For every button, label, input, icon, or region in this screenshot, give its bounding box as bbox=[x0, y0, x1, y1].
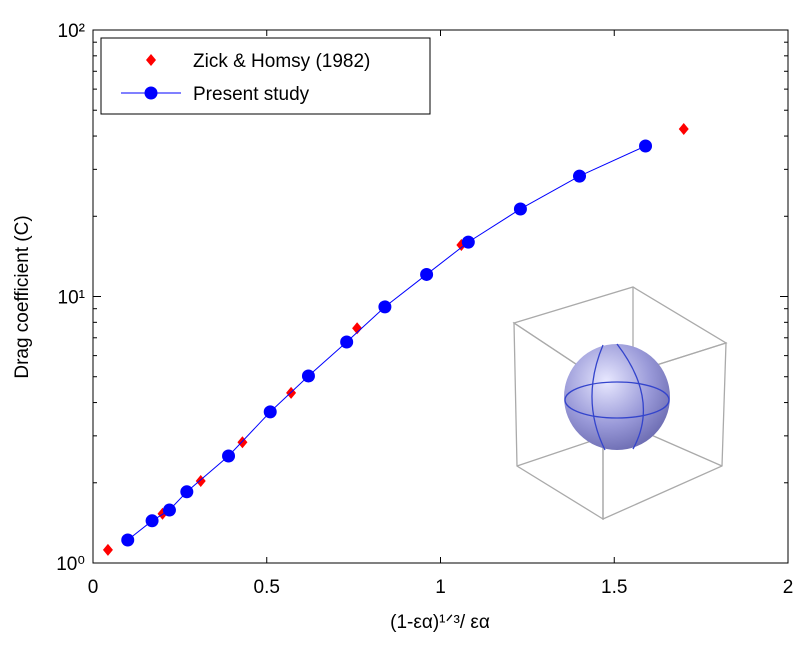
x-axis-label: (1-εα)¹ᐟ³/ εα bbox=[390, 612, 490, 633]
y-axis-label: Drag coefficient (C) bbox=[12, 215, 33, 378]
legend-label: Zick & Homsy (1982) bbox=[193, 51, 370, 72]
x-tick-label: 2 bbox=[783, 577, 794, 598]
data-point bbox=[263, 405, 277, 419]
data-point bbox=[352, 322, 363, 335]
data-point bbox=[513, 202, 527, 216]
data-point bbox=[301, 369, 315, 383]
data-point bbox=[162, 503, 176, 517]
data-point bbox=[180, 485, 194, 499]
legend: Zick & Homsy (1982) Present study bbox=[100, 37, 431, 115]
inset-image bbox=[512, 286, 728, 521]
data-point bbox=[461, 235, 475, 249]
legend-marker bbox=[146, 54, 156, 66]
data-point bbox=[222, 449, 236, 463]
x-tick-label: 1 bbox=[435, 577, 446, 598]
data-point bbox=[102, 543, 113, 556]
y-tick-label: 10² bbox=[58, 21, 85, 42]
data-point bbox=[420, 267, 434, 281]
x-tick-label: 1.5 bbox=[601, 577, 627, 598]
data-point bbox=[678, 123, 689, 136]
x-tick-label: 0 bbox=[88, 577, 99, 598]
y-tick-label: 10¹ bbox=[58, 288, 85, 309]
data-point bbox=[340, 335, 354, 349]
data-point bbox=[378, 300, 392, 314]
data-point bbox=[145, 514, 159, 528]
data-point bbox=[121, 533, 135, 547]
data-point bbox=[573, 169, 586, 183]
x-tick-label: 0.5 bbox=[254, 577, 280, 598]
legend-box bbox=[100, 37, 431, 115]
data-point bbox=[639, 139, 653, 153]
legend-marker bbox=[144, 86, 158, 100]
y-tick-label: 10⁰ bbox=[56, 554, 85, 575]
legend-label: Present study bbox=[193, 84, 310, 105]
